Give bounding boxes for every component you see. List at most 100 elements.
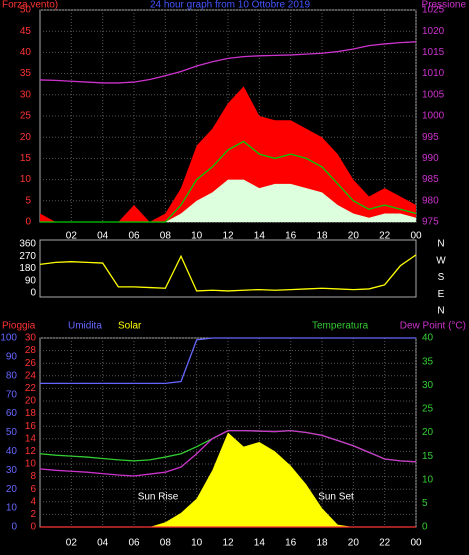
y2-tick-label: 5 [422, 498, 428, 509]
y2-tick-label: 1005 [422, 89, 445, 100]
annotation: Sun Rise [138, 492, 179, 503]
x-tick-label: 06 [128, 231, 140, 242]
x-tick-label: 16 [285, 538, 297, 549]
legend-entry: Umidita [68, 321, 102, 332]
y-tick-label: 15 [20, 153, 32, 164]
x-tick-label: 12 [222, 231, 234, 242]
y-tick-label: 35 [20, 68, 32, 79]
y-tick-label: 270 [19, 251, 36, 262]
series-line [39, 41, 417, 84]
y-tick-label: 60 [6, 408, 18, 419]
y-tick-label: 180 [19, 263, 36, 274]
x-tick-label: 22 [379, 538, 391, 549]
legend-entry: Pioggia [2, 321, 36, 332]
y3-tick-label: 22 [25, 383, 37, 394]
y-tick-label: 100 [0, 333, 17, 344]
y-tick-label: 0 [25, 217, 31, 228]
y-tick-label: 360 [19, 239, 36, 250]
y2-tick-label: 1010 [422, 68, 445, 79]
x-tick-label: 06 [128, 538, 140, 549]
y3-tick-label: 18 [25, 408, 37, 419]
x-tick-label: 12 [222, 538, 234, 549]
y2-tick-label: 990 [422, 153, 439, 164]
y2-tick-label: 0 [422, 522, 428, 533]
y2-tick-label: N [437, 239, 444, 250]
y3-tick-label: 20 [25, 396, 37, 407]
y-tick-label: 40 [20, 47, 32, 58]
y2-tick-label: W [436, 255, 446, 266]
y3-tick-label: 26 [25, 358, 37, 369]
y2-tick-label: 995 [422, 132, 439, 143]
y2-label: Pressione [422, 0, 467, 11]
y2-tick-label: N [437, 306, 444, 317]
y2-tick-label: 975 [422, 217, 439, 228]
y-tick-label: 90 [6, 352, 18, 363]
x-tick-label: 00 [410, 538, 422, 549]
y-tick-label: 10 [20, 174, 32, 185]
y2-tick-label: 20 [422, 427, 434, 438]
x-tick-label: 04 [97, 538, 109, 549]
y2-tick-label: 10 [422, 474, 434, 485]
series-area [40, 432, 416, 527]
y-tick-label: 0 [30, 288, 36, 299]
y2-tick-label: 15 [422, 451, 434, 462]
legend-entry: Dew Point (°C) [400, 321, 466, 332]
y-tick-label: 45 [20, 26, 32, 37]
title: 24 hour graph from 10 Ottobre 2019 [150, 0, 311, 11]
y-tick-label: 70 [6, 389, 18, 400]
y-tick-label: 0 [11, 522, 17, 533]
series-line [40, 337, 416, 385]
x-tick-label: 08 [160, 231, 172, 242]
y2-tick-label: 1000 [422, 111, 445, 122]
x-tick-label: 08 [160, 538, 172, 549]
x-tick-label: 02 [66, 231, 78, 242]
x-tick-label: 14 [254, 538, 266, 549]
y-tick-label: 50 [6, 427, 18, 438]
x-tick-label: 00 [410, 231, 422, 242]
y2-tick-label: 30 [422, 380, 434, 391]
y3-tick-label: 24 [25, 370, 37, 381]
x-tick-label: 10 [191, 231, 203, 242]
legend-entry: Temperatura [312, 321, 369, 332]
y3-tick-label: 14 [25, 433, 37, 444]
series-area [40, 86, 416, 222]
y-tick-label: 50 [20, 5, 32, 16]
y3-tick-label: 6 [30, 484, 36, 495]
y2-tick-label: 980 [422, 195, 439, 206]
y-tick-label: 40 [6, 446, 18, 457]
series-line [39, 254, 417, 292]
y3-tick-label: 2 [30, 509, 36, 520]
y-tick-label: 20 [6, 484, 18, 495]
y3-tick-label: 16 [25, 421, 37, 432]
y2-tick-label: 985 [422, 174, 439, 185]
y-tick-label: 5 [25, 195, 31, 206]
x-tick-label: 20 [348, 231, 360, 242]
series-line [39, 429, 417, 477]
y-tick-label: 20 [20, 132, 32, 143]
x-tick-label: 04 [97, 231, 109, 242]
annotation: Sun Set [318, 492, 354, 503]
y2-tick-label: 1015 [422, 47, 445, 58]
y2-tick-label: 40 [422, 333, 434, 344]
plot-frame [39, 239, 417, 298]
y3-tick-label: 0 [30, 522, 36, 533]
y-tick-label: 25 [20, 111, 32, 122]
x-tick-label: 18 [316, 231, 328, 242]
y2-tick-label: 35 [422, 356, 434, 367]
x-tick-label: 10 [191, 538, 203, 549]
x-tick-label: 22 [379, 231, 391, 242]
y3-tick-label: 30 [25, 333, 37, 344]
y-tick-label: 10 [6, 503, 18, 514]
y2-tick-label: 25 [422, 404, 434, 415]
legend-entry: Solar [118, 321, 142, 332]
y-tick-label: 30 [6, 465, 18, 476]
y3-tick-label: 12 [25, 446, 37, 457]
x-tick-label: 20 [348, 538, 360, 549]
y3-tick-label: 4 [30, 496, 36, 507]
x-tick-label: 14 [254, 231, 266, 242]
x-tick-label: 16 [285, 231, 297, 242]
y3-tick-label: 28 [25, 345, 37, 356]
y-label: Forza vento) [2, 0, 58, 11]
y-tick-label: 80 [6, 370, 18, 381]
